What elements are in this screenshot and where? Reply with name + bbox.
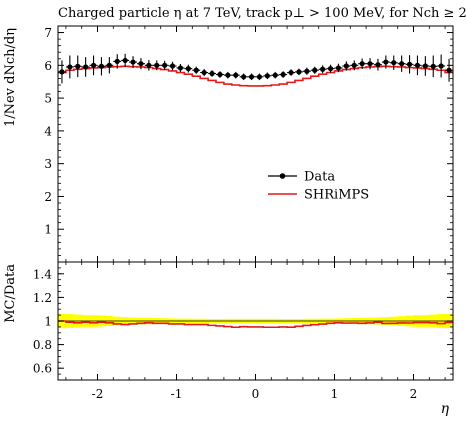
legend-label-shrimps: SHRiMPS	[304, 188, 369, 203]
data-point	[429, 55, 438, 78]
data-point	[73, 55, 82, 78]
data-point	[397, 55, 406, 72]
data-point	[374, 58, 382, 71]
chart-title: Charged particle η at 7 TeV, track p⊥ > …	[58, 6, 467, 21]
data-point	[113, 54, 122, 69]
legend-label-data: Data	[304, 170, 335, 185]
data-point	[176, 64, 185, 72]
data-point	[405, 55, 414, 74]
shrimps-ratio-line	[58, 320, 453, 329]
data-point	[152, 60, 161, 71]
ratio-y-axis-label: MC/Data	[3, 264, 18, 323]
main-y-tick: 3	[44, 157, 453, 171]
data-point	[200, 68, 209, 77]
data-point	[437, 54, 446, 78]
data-point	[271, 71, 280, 79]
data-point	[208, 70, 216, 77]
data-point	[97, 57, 106, 76]
data-point	[381, 55, 390, 69]
legend: Data SHRiMPS	[268, 170, 369, 203]
data-point	[445, 58, 453, 82]
ratio-plot-panel: 0.6 0.8 1 1.2 1.4 -2 -1 0 1 2 MC/Data η	[3, 261, 454, 417]
data-point	[350, 60, 359, 71]
data-point	[247, 73, 256, 81]
main-y-tick: 5	[44, 92, 453, 106]
legend-item-shrimps: SHRiMPS	[268, 188, 369, 203]
data-point	[216, 71, 224, 78]
ratio-y-tick: 1.4	[33, 267, 453, 281]
svg-text:1.4: 1.4	[33, 267, 52, 281]
data-point	[65, 55, 74, 79]
data-point	[413, 55, 422, 76]
data-point	[366, 58, 374, 70]
data-point	[334, 63, 343, 73]
data-point	[279, 71, 288, 78]
svg-text:1.2: 1.2	[33, 291, 52, 305]
svg-text:6: 6	[44, 59, 52, 73]
main-y-tick: 7	[44, 26, 453, 40]
main-y-tick: 2	[44, 190, 453, 204]
data-point	[302, 67, 311, 75]
data-point	[239, 73, 248, 81]
shrimps-prediction-line	[58, 65, 453, 87]
data-point	[105, 57, 114, 74]
ratio-y-tick: 0.6	[33, 362, 453, 376]
data-point	[326, 64, 335, 73]
svg-text:7: 7	[44, 26, 52, 40]
x-tick-label: -1	[171, 387, 183, 401]
data-point	[192, 66, 201, 74]
x-tick-label: 0	[252, 387, 260, 401]
svg-text:0.8: 0.8	[33, 338, 52, 352]
svg-text:4: 4	[44, 124, 52, 138]
svg-text:2: 2	[44, 190, 52, 204]
data-point	[295, 68, 303, 76]
ratio-y-tick: 0.8	[33, 338, 453, 352]
data-point	[263, 72, 272, 80]
main-y-tick: 6	[44, 59, 453, 73]
main-y-tick: 1	[44, 223, 453, 237]
svg-text:0.6: 0.6	[33, 362, 52, 376]
data-point	[160, 60, 169, 70]
main-y-tick: 4	[44, 124, 453, 138]
svg-text:5: 5	[44, 92, 52, 106]
data-point	[137, 58, 145, 70]
svg-text:1: 1	[44, 223, 52, 237]
data-point	[184, 64, 193, 73]
ratio-y-tick: 1.2	[33, 291, 453, 305]
data-point	[255, 73, 264, 81]
data-point	[287, 69, 295, 76]
data-point	[81, 57, 90, 77]
main-plot-panel: Data SHRiMPS 1 2 3 4 5 6 7 1/Nev dNch/dη	[3, 25, 454, 263]
legend-item-data: Data	[268, 170, 335, 185]
x-tick-label: 2	[410, 387, 418, 401]
main-y-axis-label: 1/Nev dNch/dη	[3, 28, 18, 127]
data-point	[421, 56, 430, 76]
data-point	[168, 61, 177, 71]
svg-text:1: 1	[44, 315, 52, 329]
data-point	[121, 53, 130, 67]
data-point	[310, 66, 319, 74]
data-point	[89, 55, 98, 76]
x-axis-label: η	[441, 401, 450, 417]
x-tick-label: -2	[92, 387, 104, 401]
data-point	[389, 55, 398, 70]
data-point	[129, 56, 137, 68]
data-point	[358, 58, 367, 69]
data-point	[342, 61, 351, 71]
data-point	[318, 65, 327, 74]
x-tick-label: 1	[331, 387, 339, 401]
svg-text:3: 3	[44, 157, 52, 171]
data-point	[223, 71, 232, 79]
data-point	[231, 71, 240, 79]
data-point	[144, 60, 153, 71]
